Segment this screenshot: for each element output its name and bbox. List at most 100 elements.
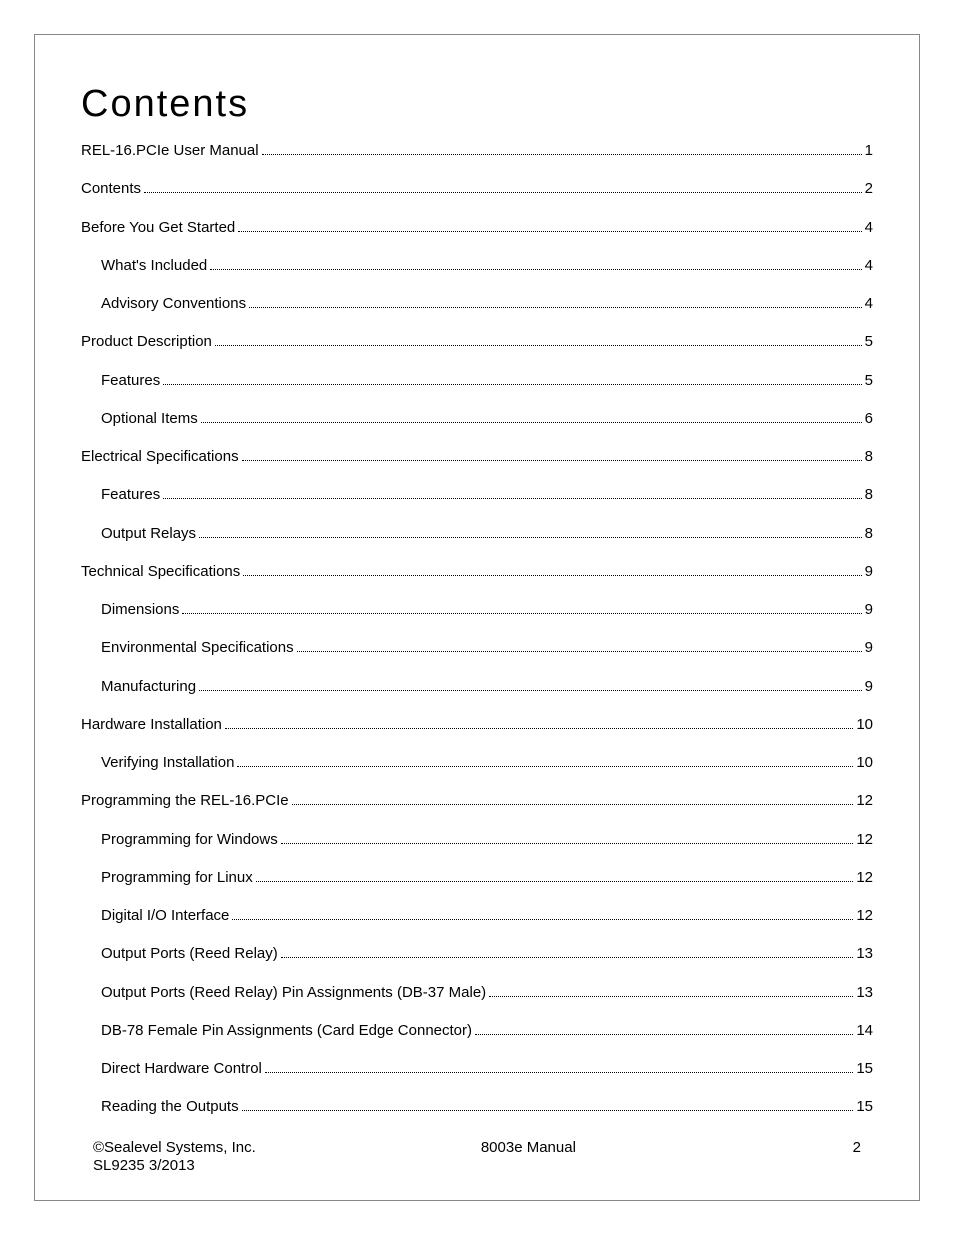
toc-leader-dots xyxy=(489,996,853,997)
toc-entry-label: Advisory Conventions xyxy=(101,295,246,312)
toc-entry[interactable]: Hardware Installation 10 xyxy=(81,716,873,733)
toc-leader-dots xyxy=(265,1072,853,1073)
toc-leader-dots xyxy=(475,1034,853,1035)
toc-entry[interactable]: Direct Hardware Control15 xyxy=(81,1060,873,1077)
toc-entry[interactable]: What's Included 4 xyxy=(81,257,873,274)
toc-entry-page: 12 xyxy=(856,907,873,924)
toc-leader-dots xyxy=(297,651,862,652)
toc-entry-label: REL-16.PCIe User Manual xyxy=(81,142,259,159)
toc-leader-dots xyxy=(182,613,861,614)
toc-entry[interactable]: Output Ports (Reed Relay) Pin Assignment… xyxy=(81,984,873,1001)
page-frame: Contents REL-16.PCIe User Manual 1 Content… xyxy=(34,34,920,1201)
toc-leader-dots xyxy=(292,804,854,805)
toc-entry-label: Electrical Specifications xyxy=(81,448,239,465)
toc-leader-dots xyxy=(256,881,854,882)
toc-entry-page: 4 xyxy=(865,219,873,236)
toc-entry-label: Features xyxy=(101,486,160,503)
toc-entry[interactable]: Contents2 xyxy=(81,180,873,197)
toc-entry-page: 9 xyxy=(865,563,873,580)
toc-entry[interactable]: Optional Items 6 xyxy=(81,410,873,427)
toc-entry[interactable]: Manufacturing 9 xyxy=(81,678,873,695)
toc-entry-page: 5 xyxy=(865,333,873,350)
toc-entry-label: Hardware Installation xyxy=(81,716,222,733)
toc-entry-page: 1 xyxy=(865,142,873,159)
toc-entry-page: 8 xyxy=(865,448,873,465)
toc-leader-dots xyxy=(281,843,854,844)
toc-entry[interactable]: Before You Get Started 4 xyxy=(81,219,873,236)
toc-entry-page: 5 xyxy=(865,372,873,389)
toc-entry-page: 12 xyxy=(856,792,873,809)
toc-entry[interactable]: Programming the REL-16.PCIe12 xyxy=(81,792,873,809)
toc-entry-label: Product Description xyxy=(81,333,212,350)
toc-entry-label: Contents xyxy=(81,180,141,197)
toc-entry-page: 10 xyxy=(856,716,873,733)
toc-leader-dots xyxy=(199,690,862,691)
toc-entry-label: Digital I/O Interface xyxy=(101,907,229,924)
footer-copyright-line1: ©Sealevel Systems, Inc. xyxy=(93,1139,256,1158)
toc-entry-label: Dimensions xyxy=(101,601,179,618)
toc-leader-dots xyxy=(232,919,853,920)
toc-entry-label: Verifying Installation xyxy=(101,754,234,771)
toc-entry-page: 12 xyxy=(856,831,873,848)
toc-entry[interactable]: Features 5 xyxy=(81,372,873,389)
toc-entry-label: Before You Get Started xyxy=(81,219,235,236)
toc-entry-label: Features xyxy=(101,372,160,389)
footer-copyright: ©Sealevel Systems, Inc. SL9235 3/2013 xyxy=(93,1139,256,1177)
toc-entry-label: Output Relays xyxy=(101,525,196,542)
toc-entry[interactable]: Digital I/O Interface 12 xyxy=(81,907,873,924)
toc-entry[interactable]: Reading the Outputs 15 xyxy=(81,1098,873,1115)
toc-entry[interactable]: DB-78 Female Pin Assignments (Card Edge … xyxy=(81,1022,873,1039)
toc-leader-dots xyxy=(238,231,861,232)
toc-entry-label: DB-78 Female Pin Assignments (Card Edge … xyxy=(101,1022,472,1039)
toc-leader-dots xyxy=(262,154,862,155)
toc-entry-page: 13 xyxy=(856,984,873,1001)
footer-copyright-line2: SL9235 3/2013 xyxy=(93,1157,256,1176)
toc-entry-label: Programming for Linux xyxy=(101,869,253,886)
toc-entry-page: 8 xyxy=(865,486,873,503)
toc-entry-page: 10 xyxy=(856,754,873,771)
toc-entry[interactable]: Technical Specifications9 xyxy=(81,563,873,580)
page-title: Contents xyxy=(81,83,873,126)
toc-leader-dots xyxy=(225,728,853,729)
toc-entry-label: What's Included xyxy=(101,257,207,274)
toc-entry-page: 4 xyxy=(865,257,873,274)
footer-page-number: 2 xyxy=(801,1139,861,1156)
table-of-contents: REL-16.PCIe User Manual 1 Contents2 Before … xyxy=(81,142,873,1139)
footer-center: 8003e Manual xyxy=(256,1139,801,1156)
toc-leader-dots xyxy=(242,1110,854,1111)
toc-entry-label: Optional Items xyxy=(101,410,198,427)
toc-leader-dots xyxy=(210,269,861,270)
toc-leader-dots xyxy=(199,537,862,538)
toc-entry[interactable]: Product Description 5 xyxy=(81,333,873,350)
toc-leader-dots xyxy=(237,766,853,767)
toc-leader-dots xyxy=(163,384,861,385)
toc-entry[interactable]: Advisory Conventions 4 xyxy=(81,295,873,312)
toc-leader-dots xyxy=(249,307,862,308)
toc-leader-dots xyxy=(163,498,861,499)
toc-entry[interactable]: Programming for Windows12 xyxy=(81,831,873,848)
toc-entry-page: 6 xyxy=(865,410,873,427)
page-footer: ©Sealevel Systems, Inc. SL9235 3/2013 80… xyxy=(81,1139,873,1181)
toc-entry[interactable]: REL-16.PCIe User Manual 1 xyxy=(81,142,873,159)
toc-entry-page: 13 xyxy=(856,945,873,962)
toc-entry[interactable]: Output Ports (Reed Relay)13 xyxy=(81,945,873,962)
toc-entry-label: Reading the Outputs xyxy=(101,1098,239,1115)
toc-entry[interactable]: Programming for Linux12 xyxy=(81,869,873,886)
toc-entry-page: 8 xyxy=(865,525,873,542)
toc-entry[interactable]: Electrical Specifications 8 xyxy=(81,448,873,465)
toc-entry-label: Environmental Specifications xyxy=(101,639,294,656)
toc-entry[interactable]: Output Relays 8 xyxy=(81,525,873,542)
toc-entry-page: 4 xyxy=(865,295,873,312)
toc-entry-label: Direct Hardware Control xyxy=(101,1060,262,1077)
toc-leader-dots xyxy=(243,575,861,576)
toc-leader-dots xyxy=(281,957,854,958)
toc-entry-page: 15 xyxy=(856,1098,873,1115)
toc-entry-page: 9 xyxy=(865,678,873,695)
toc-entry[interactable]: Environmental Specifications9 xyxy=(81,639,873,656)
toc-leader-dots xyxy=(242,460,862,461)
toc-entry[interactable]: Verifying Installation 10 xyxy=(81,754,873,771)
toc-entry[interactable]: Dimensions9 xyxy=(81,601,873,618)
toc-leader-dots xyxy=(215,345,862,346)
toc-entry-label: Manufacturing xyxy=(101,678,196,695)
toc-entry[interactable]: Features 8 xyxy=(81,486,873,503)
